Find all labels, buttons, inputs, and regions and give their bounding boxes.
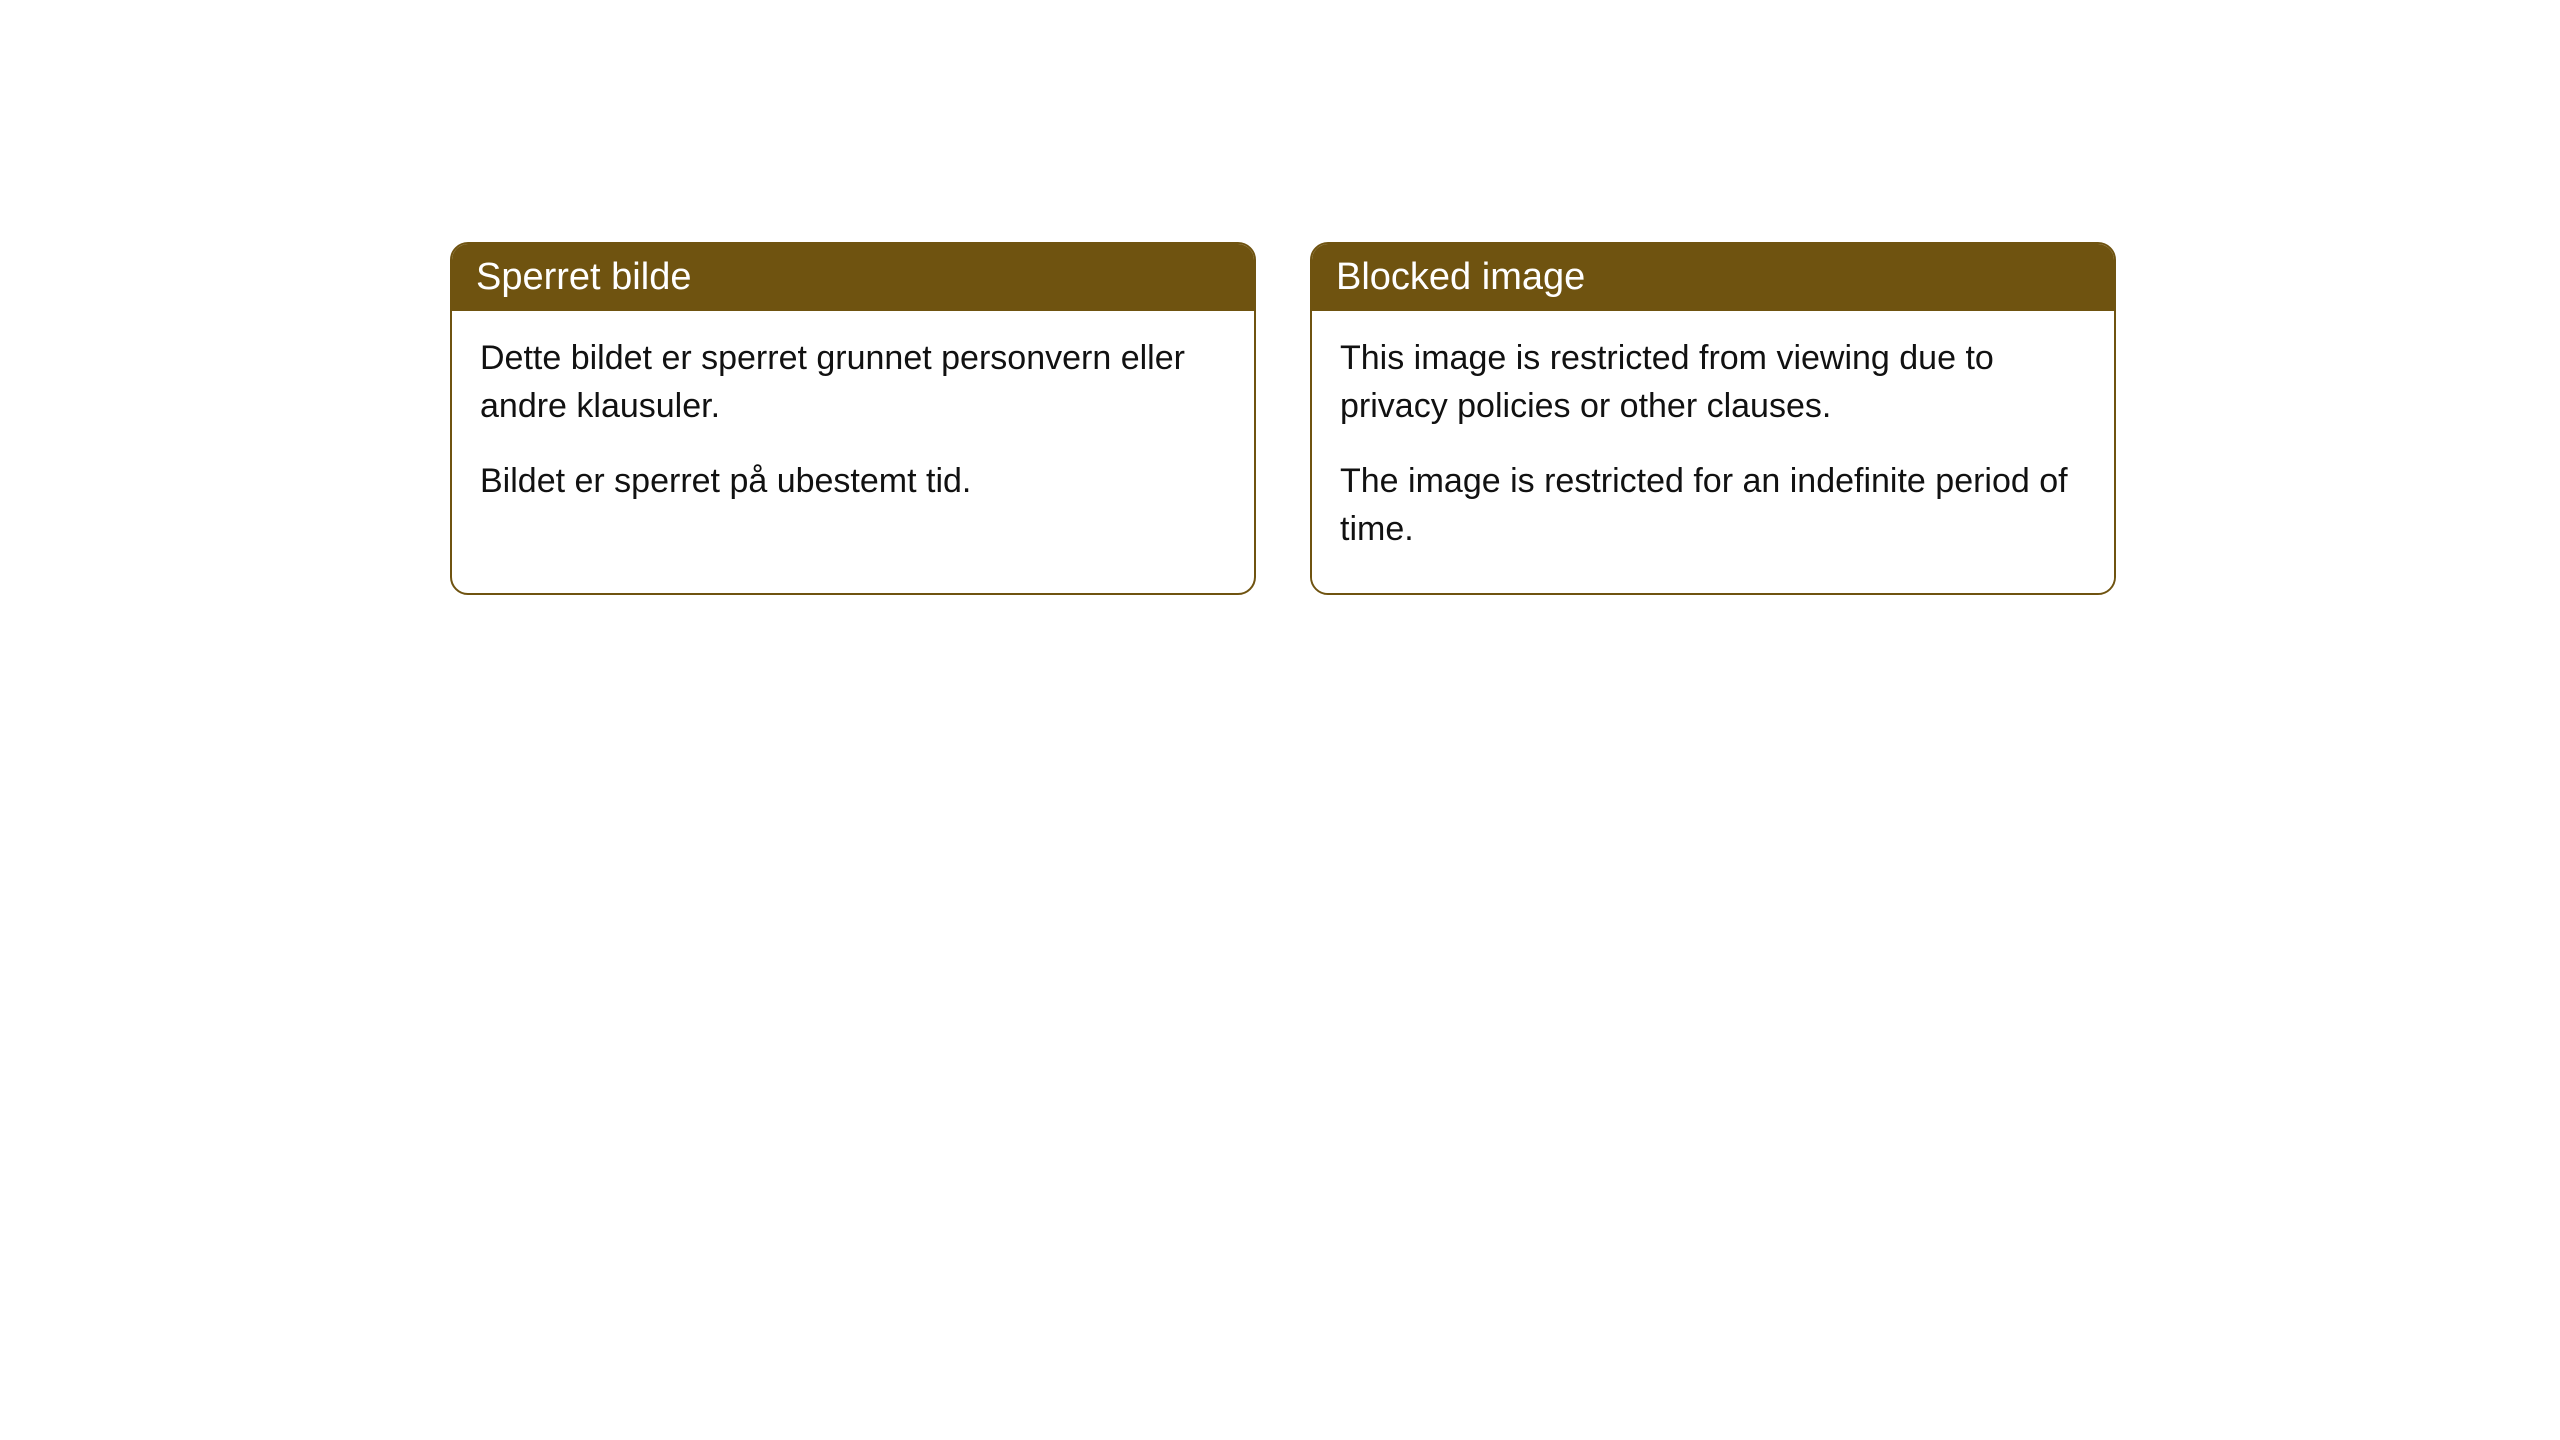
card-body: Dette bildet er sperret grunnet personve… xyxy=(452,311,1254,546)
card-paragraph-1: This image is restricted from viewing du… xyxy=(1340,335,2086,430)
blocked-image-card-norwegian: Sperret bilde Dette bildet er sperret gr… xyxy=(450,242,1256,595)
card-paragraph-2: The image is restricted for an indefinit… xyxy=(1340,458,2086,553)
card-header: Sperret bilde xyxy=(452,244,1254,311)
card-header: Blocked image xyxy=(1312,244,2114,311)
card-paragraph-1: Dette bildet er sperret grunnet personve… xyxy=(480,335,1226,430)
blocked-image-card-english: Blocked image This image is restricted f… xyxy=(1310,242,2116,595)
cards-container: Sperret bilde Dette bildet er sperret gr… xyxy=(450,242,2116,595)
card-paragraph-2: Bildet er sperret på ubestemt tid. xyxy=(480,458,1226,506)
card-body: This image is restricted from viewing du… xyxy=(1312,311,2114,593)
